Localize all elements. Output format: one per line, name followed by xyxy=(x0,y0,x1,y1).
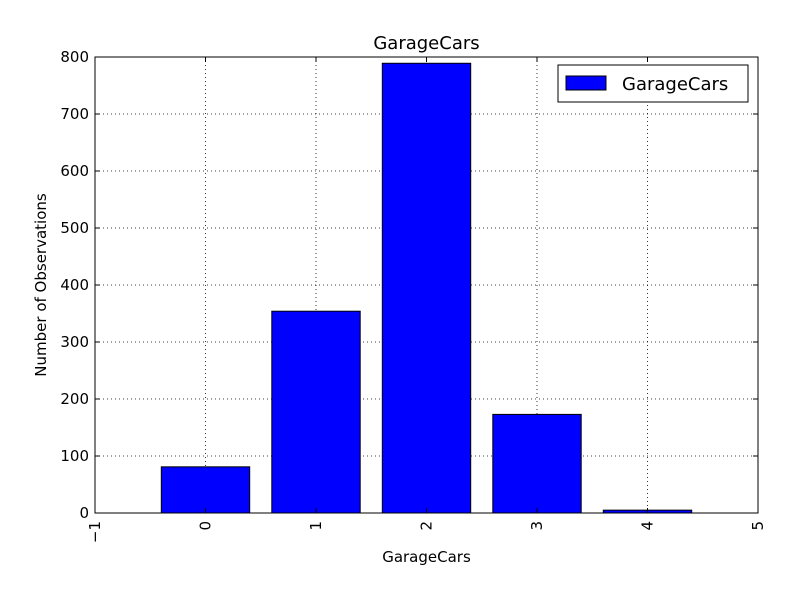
bar xyxy=(271,310,361,514)
y-tick-label: 300 xyxy=(60,333,89,351)
y-tick-label: 700 xyxy=(60,105,89,123)
legend-swatch xyxy=(565,75,607,91)
x-tick-label: 1 xyxy=(307,521,325,531)
x-tick-label: 0 xyxy=(197,521,215,531)
chart-title: GarageCars xyxy=(373,33,479,54)
axis-ticks xyxy=(94,56,759,514)
y-tick-label: 400 xyxy=(60,276,89,294)
bars xyxy=(160,62,693,514)
bar xyxy=(381,62,472,514)
y-tick-label: 500 xyxy=(60,219,89,237)
legend-label: GarageCars xyxy=(622,74,728,95)
y-tick-label: 800 xyxy=(60,48,89,66)
x-tick-label: 3 xyxy=(528,521,546,531)
x-tick-label: 4 xyxy=(639,521,657,531)
bar xyxy=(492,413,582,514)
bar xyxy=(160,466,251,514)
y-tick-label: 600 xyxy=(60,162,89,180)
y-tick-labels: 0 100 200 300 400 500 600 700 800 xyxy=(60,48,89,522)
x-axis-label: GarageCars xyxy=(382,548,471,566)
x-tick-label: 2 xyxy=(418,521,436,531)
y-tick-label: 200 xyxy=(60,390,89,408)
x-tick-label: −1 xyxy=(86,521,104,543)
y-tick-label: 100 xyxy=(60,447,89,465)
legend: GarageCars xyxy=(557,64,749,103)
y-tick-label: 0 xyxy=(79,504,89,522)
x-tick-labels: −1 0 1 2 3 4 5 xyxy=(86,521,767,543)
x-tick-label: 5 xyxy=(749,521,767,531)
y-axis-label: Number of Observations xyxy=(32,193,50,377)
